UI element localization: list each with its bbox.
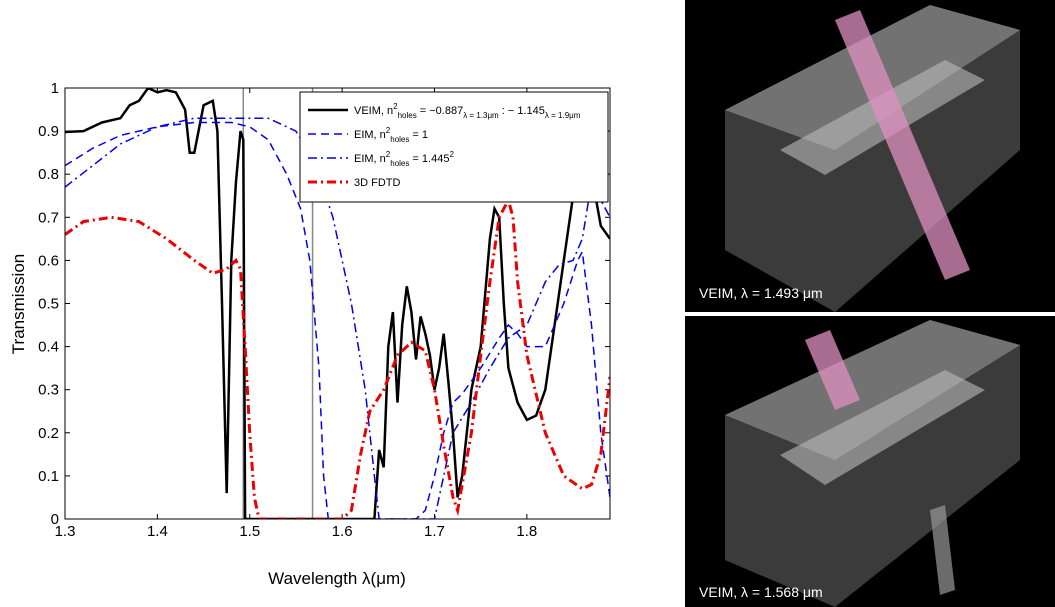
legend-label-part: 2 [386, 126, 391, 135]
series-line [65, 196, 610, 519]
legend-label: 3D FDTD [354, 177, 401, 189]
legend-label-part: holes [390, 135, 409, 144]
x-tick-label: 1.5 [239, 523, 260, 540]
x-tick-label: 1.8 [516, 523, 537, 540]
render-panel: VEIM, λ = 1.568 μm [685, 316, 1055, 607]
x-tick-label: 1.6 [332, 523, 353, 540]
y-tick-label: 0 [51, 511, 59, 528]
legend-label-part: = 1.445 [409, 153, 449, 165]
legend-label: EIM, n2holes = 1.4452 [354, 150, 454, 168]
x-axis-label: Wavelength λ(μm) [268, 569, 406, 588]
y-tick-label: 0.7 [38, 209, 59, 226]
legend-label-part: 2 [449, 150, 454, 159]
x-tick-label: 1.7 [424, 523, 445, 540]
image-caption: VEIM, λ = 1.493 μm [699, 285, 823, 301]
legend-label-part: 2 [393, 102, 398, 111]
legend-label-part: = 1 [409, 129, 428, 141]
legend-box [299, 91, 609, 203]
legend: VEIM, n2holes = −0.887λ = 1.3μm : − 1.14… [299, 91, 609, 203]
renders: VEIM, λ = 1.493 μm VEIM, λ = 1.568 μm [685, 0, 1055, 607]
legend-label: EIM, n2holes = 1 [354, 126, 428, 144]
legend-label-part: : − 1.145 [499, 105, 545, 117]
y-tick-label: 0.3 [38, 382, 59, 399]
legend-label-part: 3D FDTD [354, 177, 401, 189]
image-caption: VEIM, λ = 1.568 μm [699, 584, 823, 600]
y-tick-label: 0.8 [38, 166, 59, 183]
legend-label-part: VEIM, n [354, 105, 393, 117]
y-tick-label: 0.6 [38, 252, 59, 269]
series-line [65, 88, 610, 519]
y-tick-label: 0.4 [38, 339, 59, 356]
legend-label: VEIM, n2holes = −0.887λ = 1.3μm : − 1.14… [354, 102, 581, 120]
legend-label-part: 2 [386, 150, 391, 159]
legend-label-part: holes [390, 159, 409, 168]
y-axis-label: Transmission [9, 254, 28, 354]
y-tick-label: 0.1 [38, 468, 59, 485]
axes-frame [64, 87, 611, 520]
y-tick-label: 0.2 [38, 425, 59, 442]
chart: Wavelength λ(μm) Transmission 1.3 1.4 1.5 1… [9, 80, 611, 588]
legend-label-part: EIM, n [354, 129, 386, 141]
legend-label-part: λ = 1.3μm [463, 111, 499, 120]
x-tick-label: 1.4 [147, 523, 168, 540]
legend-label-part: = −0.887 [417, 105, 464, 117]
legend-label-part: holes [398, 111, 417, 120]
y-tick-label: 0.5 [38, 296, 59, 313]
x-tick-label: 1.3 [55, 523, 76, 540]
legend-label-part: EIM, n [354, 153, 386, 165]
y-tick-label: 0.9 [38, 123, 59, 140]
y-tick-label: 1 [51, 80, 59, 97]
render-panel: VEIM, λ = 1.493 μm [685, 0, 1055, 312]
legend-label-part: λ = 1.9μm [545, 111, 581, 120]
